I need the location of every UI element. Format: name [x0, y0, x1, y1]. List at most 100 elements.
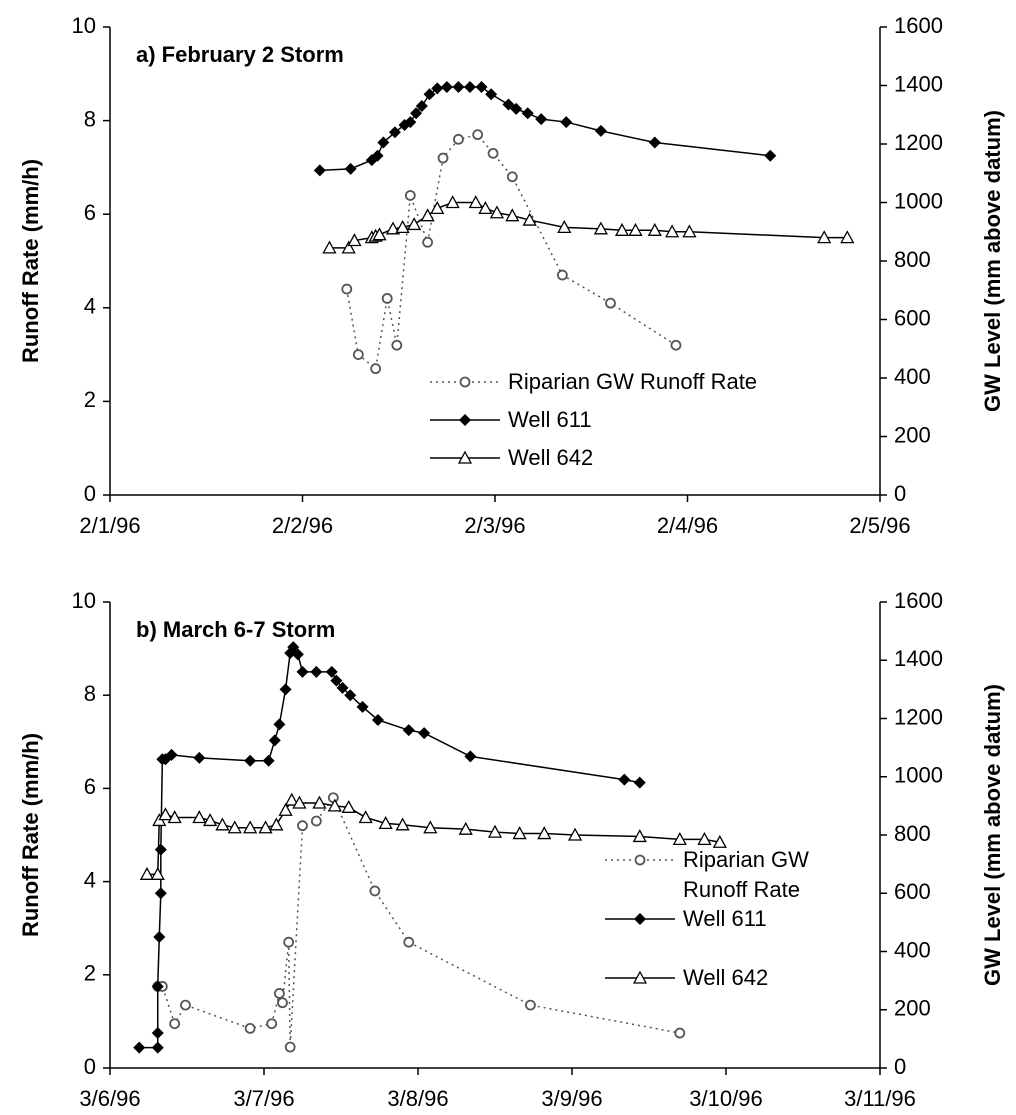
- legend-label: Riparian GW Runoff Rate: [508, 369, 758, 394]
- x-tick-label: 3/9/96: [541, 1086, 602, 1111]
- marker: [341, 283, 353, 295]
- marker: [697, 832, 712, 846]
- marker: [521, 107, 534, 120]
- marker: [154, 843, 167, 856]
- marker: [169, 1018, 181, 1030]
- y-tick-label: 6: [84, 200, 96, 225]
- y-axis-label: Runoff Rate (mm/h): [18, 159, 43, 363]
- marker: [358, 810, 373, 824]
- y2-tick-label: 1000: [894, 763, 943, 788]
- marker: [817, 230, 832, 244]
- legend-marker: [634, 854, 646, 866]
- marker: [151, 1027, 164, 1040]
- marker: [403, 936, 415, 948]
- marker: [487, 147, 499, 159]
- marker: [372, 227, 387, 241]
- marker: [431, 82, 444, 95]
- marker: [407, 217, 422, 231]
- marker: [312, 795, 327, 809]
- marker: [291, 648, 304, 661]
- y2-tick-label: 400: [894, 364, 931, 389]
- marker: [243, 820, 258, 834]
- marker: [712, 834, 727, 848]
- marker: [381, 293, 393, 304]
- chart-title: a) February 2 Storm: [136, 42, 344, 67]
- marker: [423, 88, 436, 101]
- marker: [322, 240, 337, 254]
- marker: [154, 887, 167, 900]
- y2-tick-label: 1400: [894, 71, 943, 96]
- marker: [556, 269, 568, 281]
- marker: [151, 1041, 164, 1054]
- marker: [670, 339, 682, 351]
- y2-tick-label: 800: [894, 821, 931, 846]
- y2-tick-label: 1600: [894, 588, 943, 613]
- marker: [269, 817, 284, 831]
- legend-marker: [457, 450, 473, 464]
- marker: [478, 200, 493, 214]
- legend-label: Well 611: [508, 407, 592, 432]
- marker: [347, 233, 362, 247]
- marker: [475, 80, 488, 93]
- marker: [764, 149, 777, 162]
- marker: [344, 162, 357, 175]
- marker: [614, 222, 630, 236]
- marker: [453, 133, 464, 145]
- marker: [133, 1041, 146, 1054]
- series-line: [329, 201, 848, 249]
- marker: [385, 221, 401, 235]
- marker: [404, 190, 416, 201]
- marker: [180, 999, 191, 1011]
- marker: [674, 1027, 686, 1039]
- marker: [193, 751, 206, 764]
- marker: [593, 221, 608, 235]
- marker: [672, 832, 687, 846]
- marker: [632, 829, 647, 843]
- y-tick-label: 10: [72, 588, 96, 613]
- y2-tick-label: 800: [894, 247, 931, 272]
- y2-tick-label: 600: [894, 879, 931, 904]
- legend-label: Riparian GW Runoff Rate: [683, 847, 809, 902]
- marker: [557, 220, 572, 234]
- marker: [313, 164, 326, 177]
- marker: [203, 813, 218, 827]
- marker: [227, 820, 242, 834]
- marker: [266, 1018, 278, 1030]
- x-tick-label: 3/7/96: [233, 1086, 294, 1111]
- marker: [283, 936, 295, 948]
- y2-tick-label: 400: [894, 937, 931, 962]
- marker: [192, 810, 207, 824]
- y2-axis-label: GW Level (mm above datum): [980, 684, 1005, 986]
- y-tick-label: 4: [84, 294, 96, 319]
- marker: [420, 208, 435, 222]
- marker: [292, 795, 307, 809]
- marker: [371, 149, 384, 162]
- marker: [150, 866, 165, 880]
- marker: [310, 665, 323, 678]
- marker: [273, 718, 286, 731]
- marker: [560, 116, 573, 129]
- marker: [325, 665, 338, 678]
- y-axis-label: Runoff Rate (mm/h): [18, 733, 43, 937]
- marker: [464, 750, 477, 763]
- marker: [158, 807, 173, 821]
- x-tick-label: 2/4/96: [657, 513, 718, 538]
- marker: [284, 1041, 296, 1053]
- marker: [356, 700, 369, 713]
- marker: [594, 124, 607, 137]
- marker: [487, 824, 503, 838]
- series-line: [146, 799, 720, 876]
- marker: [151, 980, 164, 993]
- marker: [430, 200, 445, 214]
- marker: [422, 236, 434, 248]
- marker: [388, 126, 401, 139]
- y2-tick-label: 200: [894, 422, 931, 447]
- y-tick-label: 0: [84, 481, 96, 506]
- marker: [489, 205, 505, 219]
- marker: [525, 999, 536, 1011]
- marker: [284, 792, 299, 806]
- marker: [468, 195, 483, 209]
- legend-marker: [632, 970, 648, 984]
- y-tick-label: 0: [84, 1054, 96, 1079]
